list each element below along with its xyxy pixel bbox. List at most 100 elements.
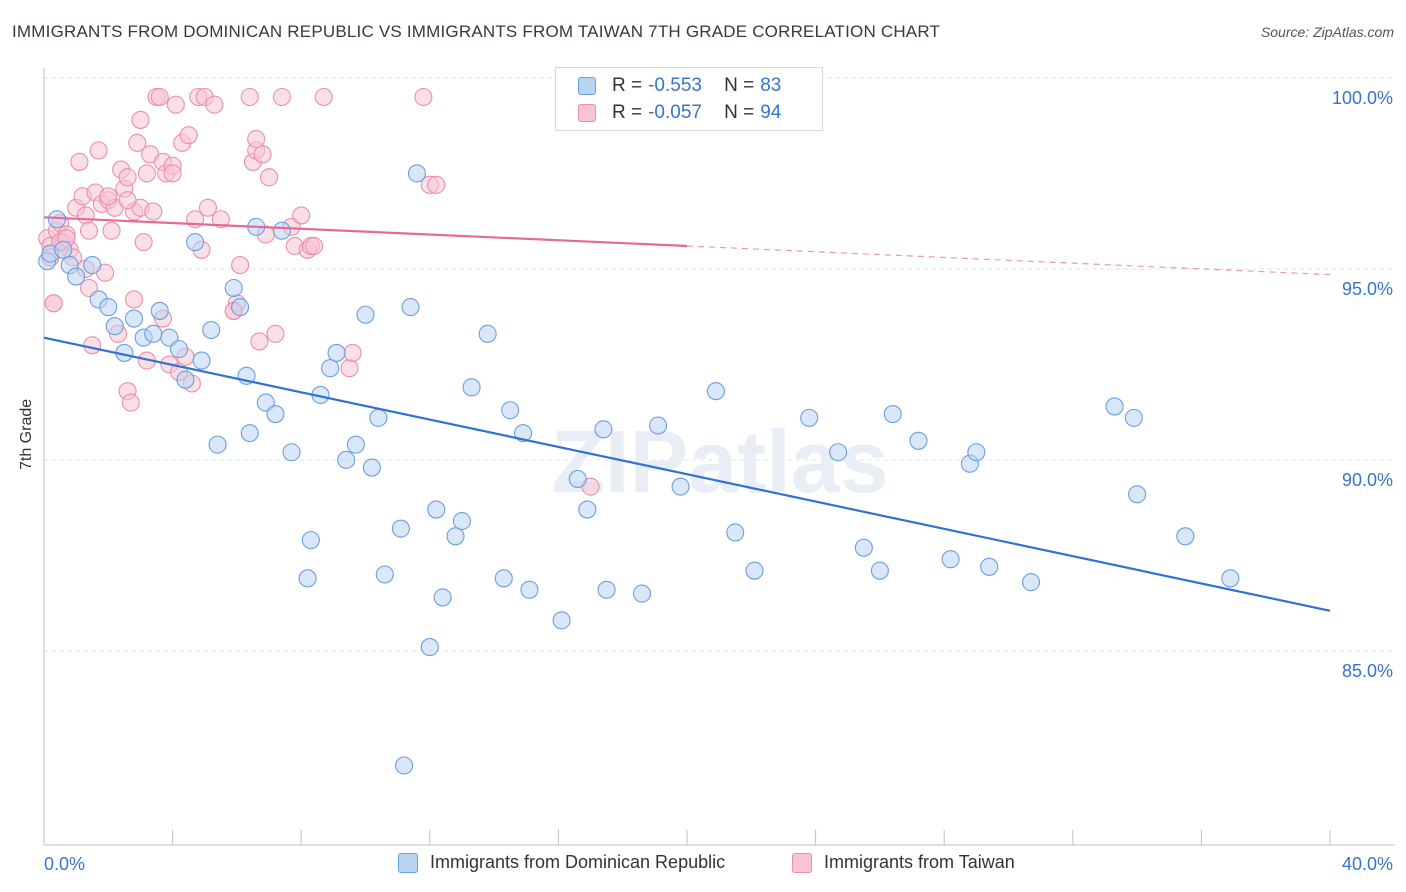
dominican-point: [192, 351, 211, 370]
dominican-point: [967, 443, 986, 462]
bottom-legend-swatch-pink: [792, 852, 812, 873]
taiwan-point: [131, 110, 150, 129]
dominican-point: [272, 221, 291, 240]
dominican-point: [568, 469, 587, 489]
taiwan-point: [211, 210, 230, 229]
taiwan-point: [99, 187, 118, 206]
bottom-legend-taiwan: Immigrants from Taiwan: [792, 852, 1015, 873]
taiwan-point: [340, 359, 359, 378]
taiwan-point: [134, 233, 153, 252]
source-label: Source: ZipAtlas.com: [1260, 24, 1394, 40]
dominican-point: [1221, 569, 1240, 588]
dominican-point: [632, 584, 652, 603]
dominican-point: [375, 565, 394, 584]
trend-lines: [43, 216, 1331, 612]
dominican-point: [67, 267, 86, 286]
dominican-point: [186, 233, 205, 252]
chart-title: IMMIGRANTS FROM DOMINICAN REPUBLIC VS IM…: [12, 22, 941, 41]
dominican-point: [144, 324, 163, 343]
taiwan-point: [179, 126, 198, 145]
dominican-point: [594, 420, 613, 439]
taiwan-point: [314, 87, 333, 107]
dominican-point: [1176, 527, 1195, 546]
dominican-point: [829, 443, 848, 462]
y-tick-label: 95.0%: [1342, 279, 1393, 299]
dominican-point: [854, 538, 873, 557]
taiwan-point: [102, 221, 121, 240]
dominican-point: [1105, 397, 1124, 416]
taiwan-point: [76, 206, 95, 225]
taiwan-point: [150, 87, 169, 107]
dominican-point: [202, 320, 221, 340]
legend-n-label: N =: [724, 75, 755, 96]
taiwan-point: [205, 95, 224, 114]
axes: [43, 68, 1395, 846]
taiwan-point: [89, 141, 108, 160]
dominican-point: [520, 580, 539, 599]
dominican-point: [231, 298, 250, 317]
taiwan-point: [83, 336, 102, 355]
taiwan-point: [144, 202, 163, 221]
dominican-point: [362, 458, 381, 477]
dominican-point: [800, 408, 819, 427]
taiwan-points: [38, 87, 600, 496]
taiwan-point: [163, 164, 182, 183]
taiwan-point: [259, 168, 279, 187]
dominican-point: [870, 561, 889, 580]
bottom-legend-label: Immigrants from Taiwan: [824, 852, 1015, 872]
dominican-point: [266, 405, 285, 424]
taiwan-point: [128, 133, 147, 152]
taiwan-point: [427, 175, 446, 194]
dominican-point: [649, 416, 668, 435]
dominican-point: [240, 424, 259, 443]
legend-row-dominican: R = -0.553 N = 83: [578, 74, 781, 98]
legend-swatch-blue: [578, 77, 596, 95]
dominican-point: [301, 531, 320, 550]
dominican-point: [1021, 573, 1041, 592]
bottom-legend-dominican: Immigrants from Dominican Republic: [398, 852, 725, 873]
y-tick-label: 85.0%: [1342, 661, 1393, 681]
dominican-point: [1124, 408, 1143, 427]
dominican-point: [706, 382, 725, 401]
dominican-point: [407, 164, 426, 183]
taiwan-point: [121, 393, 140, 412]
dominican-point: [726, 523, 745, 542]
dominican-point: [552, 611, 571, 630]
legend-n-label: N =: [724, 102, 755, 123]
taiwan-point: [414, 87, 433, 107]
dominican-point: [356, 305, 375, 324]
taiwan-point: [272, 87, 291, 107]
dominican-point: [208, 435, 227, 454]
bottom-legend-swatch-blue: [398, 852, 418, 873]
dominican-point: [124, 309, 144, 328]
dominican-point: [369, 408, 388, 427]
legend-r-label: R =: [612, 75, 643, 96]
bottom-legend-label: Immigrants from Dominican Republic: [430, 852, 726, 872]
dominican-points: [38, 164, 1240, 775]
taiwan-point: [198, 198, 218, 217]
x-tick-label: 0.0%: [44, 854, 85, 874]
taiwan-point: [44, 294, 63, 313]
dominican-point: [327, 343, 346, 362]
dominican-point: [578, 500, 597, 519]
tick-labels: 85.0% 90.0% 95.0% 100.0% 0.0% 40.0%: [44, 88, 1393, 874]
taiwan-trend-line: [43, 216, 688, 248]
dominican-point: [54, 240, 73, 259]
dominican-point: [427, 500, 446, 519]
taiwan-point: [247, 129, 266, 149]
dominican-point: [401, 298, 420, 317]
dominican-point: [105, 317, 124, 336]
taiwan-point: [343, 343, 362, 362]
dominican-point: [671, 477, 690, 496]
legend-r-label: R =: [612, 102, 643, 123]
dominican-point: [298, 569, 317, 588]
dominican-point: [282, 443, 301, 462]
dominican-point: [745, 561, 764, 580]
correlation-legend: R = -0.553 N = 83 R = -0.057 N = 94: [555, 67, 823, 131]
dominican-point: [337, 450, 356, 469]
taiwan-point: [70, 152, 89, 171]
dominican-point: [224, 278, 243, 298]
dominican-point: [420, 638, 439, 657]
taiwan-point: [124, 290, 144, 309]
